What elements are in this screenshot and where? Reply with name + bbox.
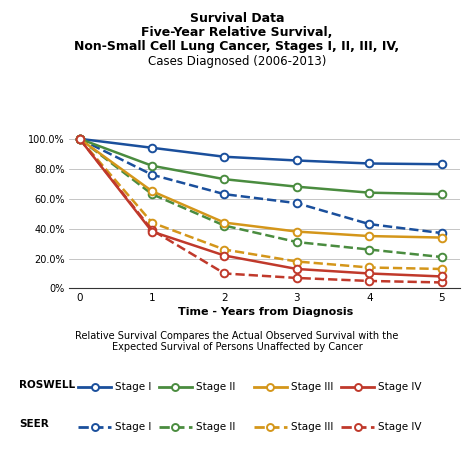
Text: Non-Small Cell Lung Cancer, Stages I, II, III, IV,: Non-Small Cell Lung Cancer, Stages I, II… (74, 40, 400, 53)
Text: Five-Year Relative Survival,: Five-Year Relative Survival, (141, 26, 333, 39)
Text: Stage III: Stage III (291, 382, 333, 392)
Text: Time - Years from Diagnosis: Time - Years from Diagnosis (178, 307, 353, 317)
Text: SEER: SEER (19, 419, 49, 430)
Text: ROSWELL: ROSWELL (19, 379, 75, 390)
Text: Stage IV: Stage IV (378, 422, 422, 432)
Text: Stage IV: Stage IV (378, 382, 422, 392)
Text: Relative Survival Compares the Actual Observed Survival with the
Expected Surviv: Relative Survival Compares the Actual Ob… (75, 331, 399, 352)
Text: Stage III: Stage III (291, 422, 333, 432)
Text: Cases Diagnosed (2006-2013): Cases Diagnosed (2006-2013) (148, 55, 326, 68)
Text: Stage I: Stage I (115, 422, 152, 432)
Text: Survival Data: Survival Data (190, 12, 284, 25)
Text: Stage II: Stage II (196, 382, 235, 392)
Text: Stage I: Stage I (115, 382, 152, 392)
Text: Stage II: Stage II (196, 422, 235, 432)
